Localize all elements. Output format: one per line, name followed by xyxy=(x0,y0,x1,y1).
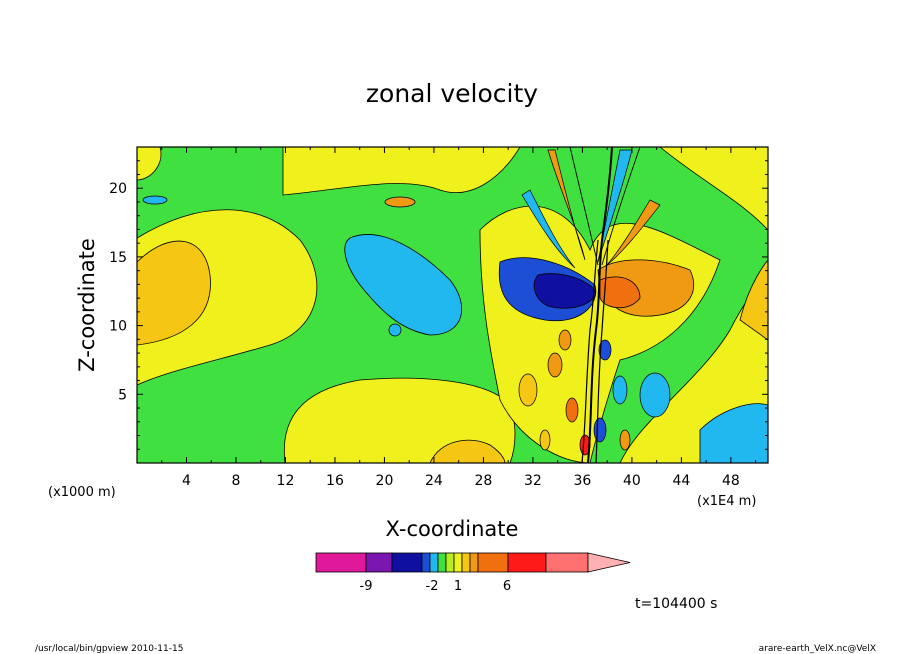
y-tick-label: 10 xyxy=(109,319,127,335)
colorbar-labels: -9 -2 1 6 xyxy=(360,579,512,594)
colorbar-segment xyxy=(429,552,439,573)
colorbar-segment xyxy=(469,552,479,573)
x-tick-label: 44 xyxy=(672,473,690,489)
colorbar-segment xyxy=(365,552,393,573)
colorbar-segment xyxy=(315,552,367,573)
x-tick-labels: 4 8 12 16 20 24 28 32 36 40 44 48 xyxy=(182,473,740,489)
y-axis-label: Z-coordinate xyxy=(75,238,99,372)
colorbar-segment xyxy=(437,552,447,573)
colorbar xyxy=(315,552,631,573)
y-tick-label: 5 xyxy=(118,387,127,403)
x-tick-label: 40 xyxy=(623,473,641,489)
x-unit-right: (x1E4 m) xyxy=(697,494,756,509)
y-tick-label: 20 xyxy=(109,181,127,197)
colorbar-label: 1 xyxy=(454,579,462,594)
colorbar-segment xyxy=(477,552,509,573)
colorbar-segment xyxy=(445,552,455,573)
x-tick-label: 12 xyxy=(277,473,295,489)
x-tick-label: 20 xyxy=(376,473,394,489)
x-tick-label: 28 xyxy=(475,473,493,489)
x-tick-label: 32 xyxy=(524,473,542,489)
footer-left: /usr/local/bin/gpview 2010-11-15 xyxy=(35,644,183,654)
colorbar-segment xyxy=(461,552,471,573)
colorbar-label: 6 xyxy=(503,579,511,594)
colorbar-label: -2 xyxy=(426,579,439,594)
x-tick-label: 36 xyxy=(573,473,591,489)
plot-frame xyxy=(136,146,769,464)
chart-title: zonal velocity xyxy=(366,79,538,108)
colorbar-arrow xyxy=(587,552,631,573)
contour-field xyxy=(137,147,768,463)
x-axis xyxy=(161,147,757,463)
y-tick-labels: 5 10 15 20 xyxy=(109,181,127,403)
x-tick-label: 4 xyxy=(182,473,191,489)
colorbar-segment xyxy=(453,552,463,573)
x-axis-label: X-coordinate xyxy=(386,517,519,541)
x-tick-label: 8 xyxy=(232,473,241,489)
colorbar-segment xyxy=(545,552,589,573)
x-tick-label: 16 xyxy=(326,473,344,489)
x-unit-left: (x1000 m) xyxy=(48,485,116,500)
footer-right: arare-earth_VelX.nc@VelX xyxy=(759,644,876,654)
colorbar-segment xyxy=(421,552,431,573)
x-tick-label: 24 xyxy=(425,473,443,489)
colorbar-segment xyxy=(507,552,547,573)
x-tick-label: 48 xyxy=(722,473,740,489)
y-axis xyxy=(137,160,768,450)
colorbar-label: -9 xyxy=(360,579,373,594)
y-tick-label: 15 xyxy=(109,250,127,266)
colorbar-segment xyxy=(391,552,423,573)
time-label: t=104400 s xyxy=(635,596,717,612)
